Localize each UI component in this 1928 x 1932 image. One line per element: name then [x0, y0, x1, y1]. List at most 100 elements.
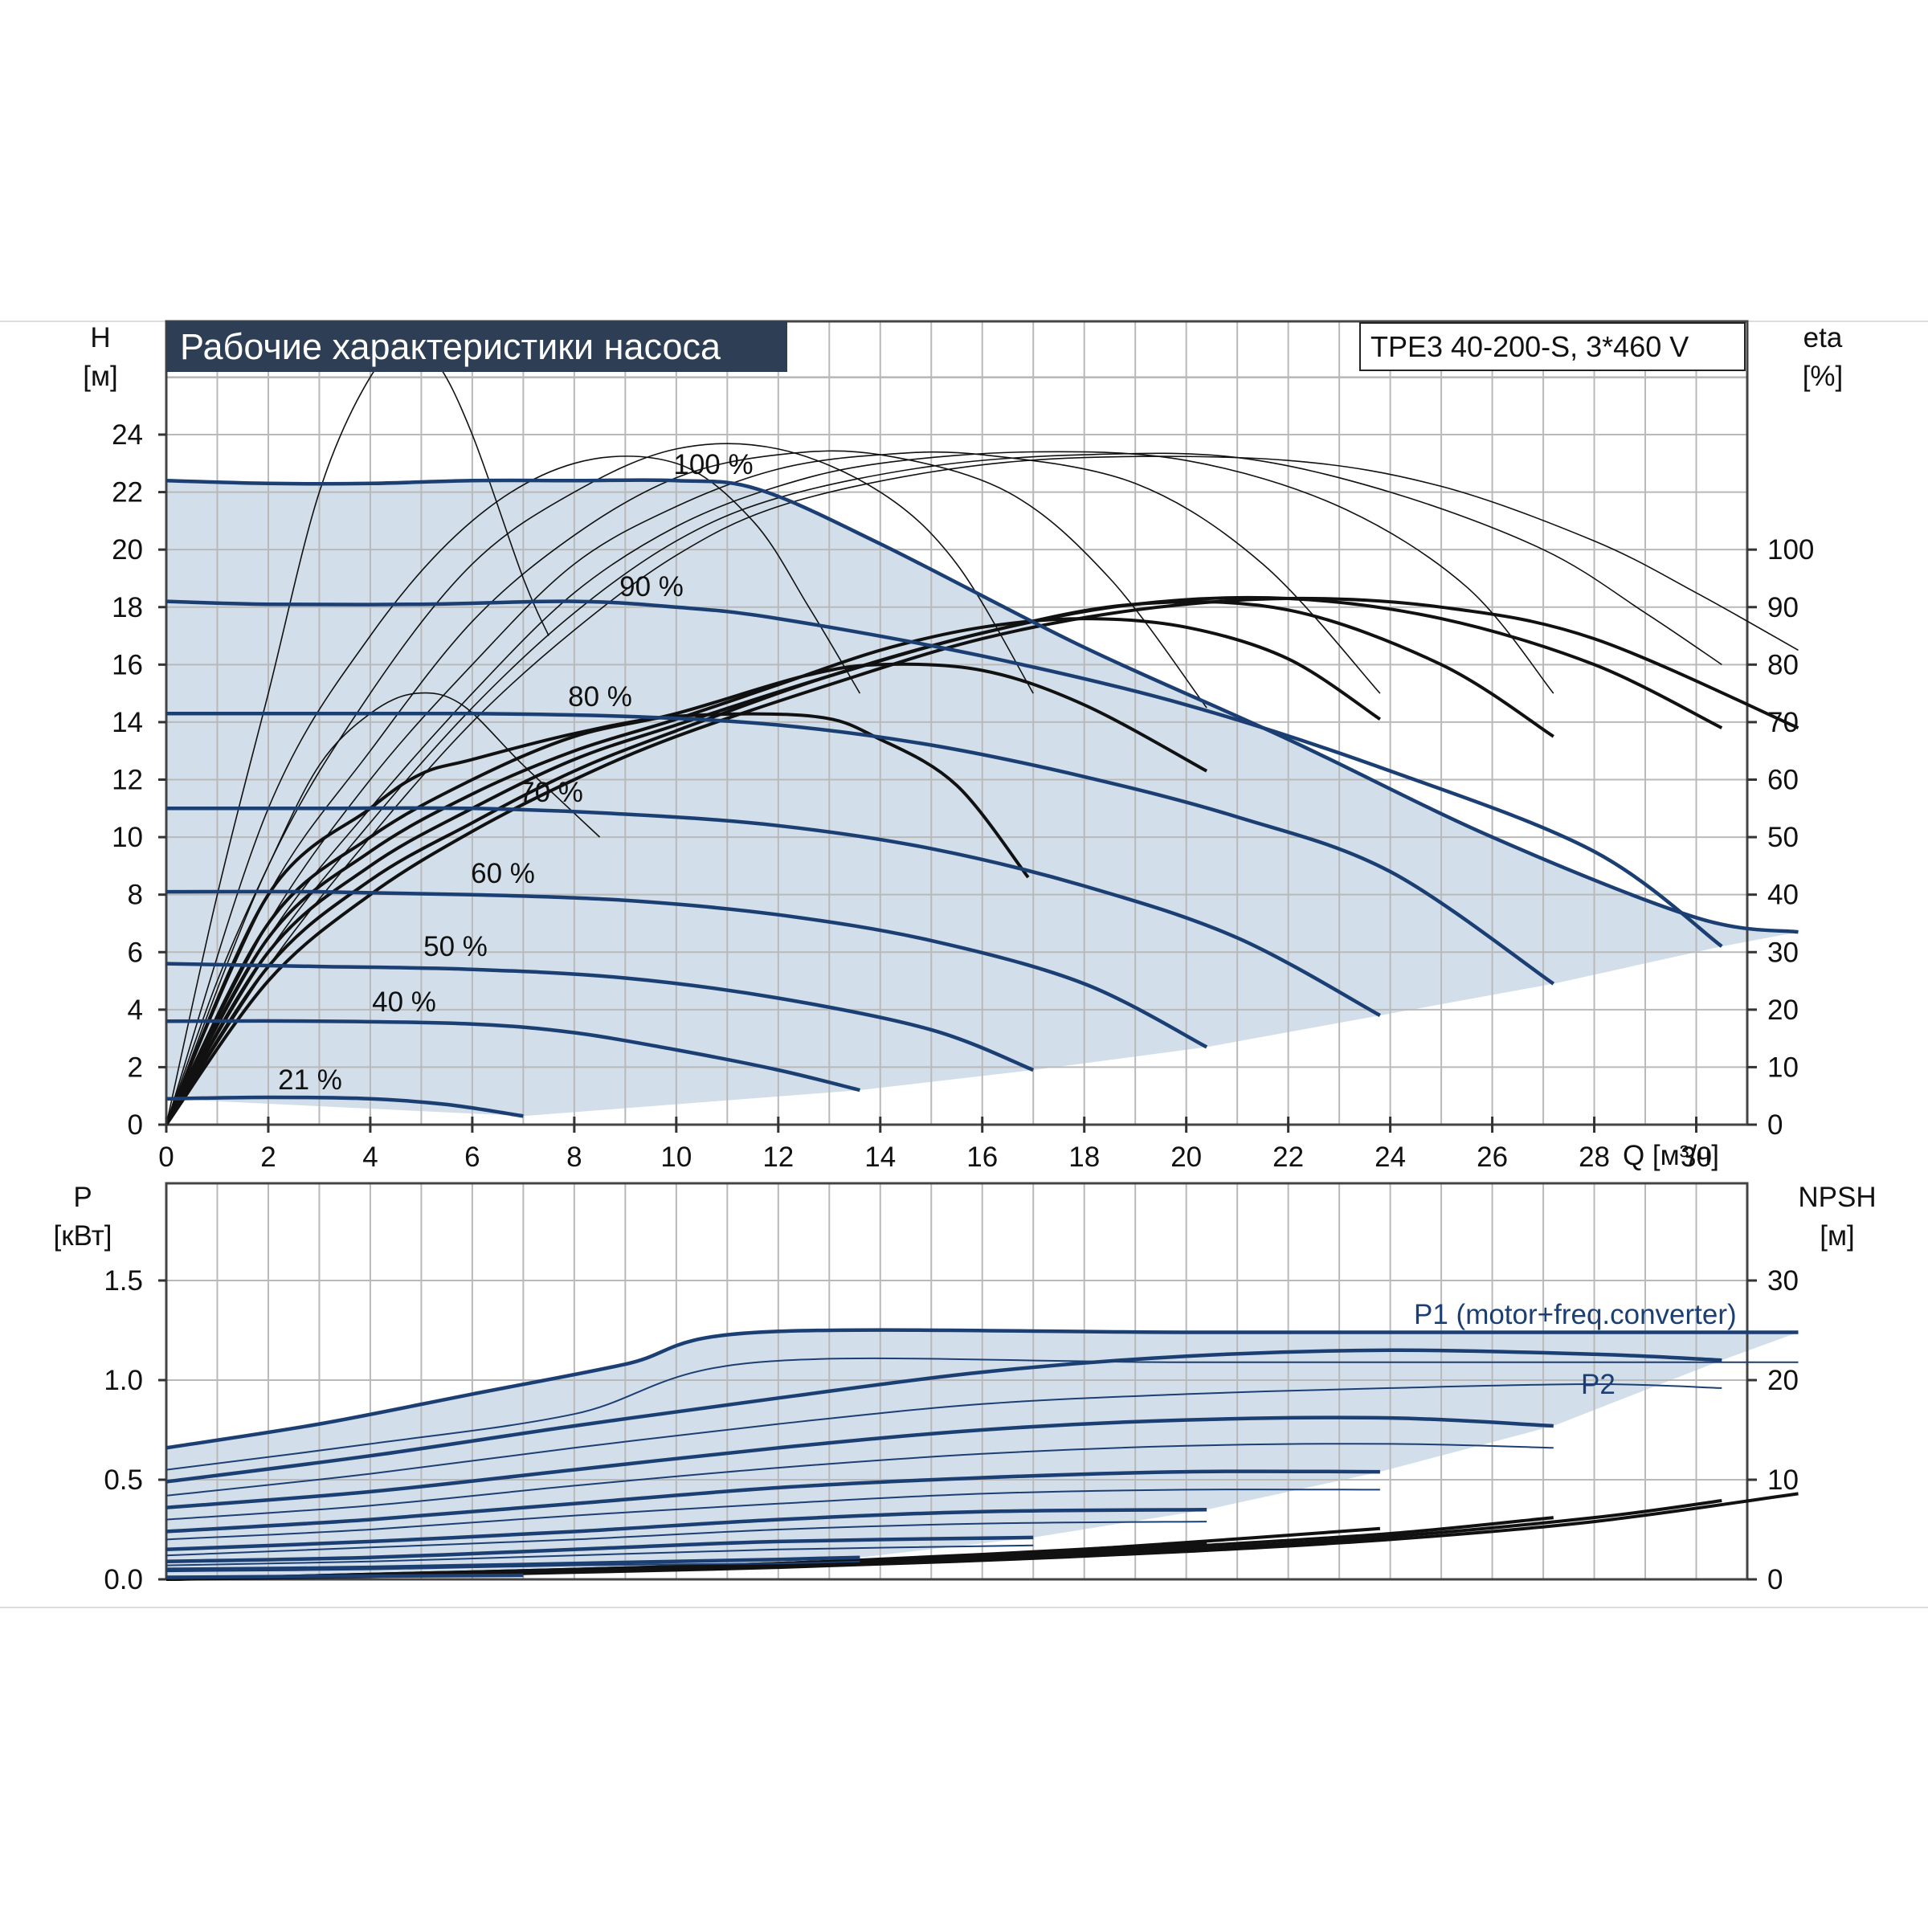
p1-curves: [165, 1328, 1799, 1579]
head-panel-ticks: 0 2 4 6 8 10 12 14 16 18 20 22 24 26 28 300246810121416…: [112, 419, 1814, 1173]
y-tick-label-head: 8: [128, 880, 143, 911]
y-tick-label-head: 24: [112, 419, 143, 451]
efficiency-curves: [165, 346, 1799, 1126]
y-axis-unit-eta: [%]: [1803, 361, 1844, 392]
efficiency-curve: [165, 452, 1722, 1125]
chart-title: Рабочие характеристики насоса: [180, 326, 721, 367]
model-box: [1359, 322, 1746, 371]
x-tick-label: 18: [1068, 1142, 1100, 1173]
p2-curve: [165, 1489, 1380, 1541]
efficiency-curve: [165, 712, 1030, 1125]
speed-label-80: 80 %: [568, 681, 632, 713]
y-tick-label-head: 4: [128, 995, 143, 1026]
y-tick-label-eta: 20: [1767, 995, 1799, 1026]
efficiency-curve: [165, 450, 1207, 1125]
y-tick-label-head: 22: [112, 477, 143, 509]
y-tick-label-power: 0.0: [104, 1564, 143, 1595]
x-tick-label: 10: [660, 1142, 692, 1173]
head-curves: [165, 478, 1799, 1118]
efficiency-curve: [165, 596, 1799, 1126]
y-axis-title-power: P: [73, 1182, 92, 1213]
y-axis-unit-power: [кВт]: [54, 1220, 112, 1252]
head-curve-100: [165, 478, 1799, 934]
head-curve-80: [165, 711, 1555, 986]
y-tick-label-head: 16: [112, 649, 143, 680]
head-curve-50: [165, 962, 1035, 1072]
x-tick-label: 24: [1375, 1142, 1406, 1173]
p1-curve: [165, 1573, 524, 1579]
power-npsh-panel: 0.0 0.5 1.0 1.5 0 10 20 30 P [кВт] NPSH [м] P1 …: [54, 1182, 1877, 1595]
head-curve-90: [165, 599, 1723, 948]
y-tick-label-eta: 80: [1767, 649, 1799, 680]
y-tick-label-power: 0.5: [104, 1464, 143, 1496]
speed-label-70: 70 %: [519, 777, 583, 808]
x-tick-label: 8: [566, 1142, 582, 1173]
p2-curve: [165, 1357, 1799, 1471]
p1-curve: [165, 1348, 1722, 1484]
y-tick-label-head: 20: [112, 534, 143, 566]
y-tick-label-npsh: 30: [1767, 1265, 1799, 1297]
y-tick-label-head: 0: [128, 1109, 143, 1141]
x-tick-label: 26: [1477, 1142, 1508, 1173]
x-axis-title: Q [м³/ч]: [1623, 1140, 1719, 1171]
p1-curve: [165, 1535, 1034, 1563]
head-curve-70: [166, 806, 1381, 1017]
p2-curve: [165, 1383, 1722, 1497]
y-axis-title-npsh: NPSH: [1798, 1182, 1876, 1213]
efficiency-curve: [165, 455, 861, 1125]
y-tick-label-npsh: 0: [1767, 1564, 1783, 1595]
p2-curve: [165, 1443, 1554, 1521]
y-tick-label-npsh: 20: [1767, 1365, 1799, 1396]
p1-curve: [165, 1415, 1554, 1509]
power-panel-ticks: 0.0 0.5 1.0 1.5 0 10 20 30: [104, 1265, 1799, 1595]
speed-label-100: 100 %: [673, 449, 753, 480]
p2-series-label: P2: [1581, 1369, 1616, 1400]
head-curve-21: [165, 1095, 524, 1118]
y-tick-label-power: 1.0: [104, 1365, 143, 1396]
y-tick-label-eta: 100: [1767, 534, 1814, 566]
y-tick-label-npsh: 10: [1767, 1464, 1799, 1496]
y-axis-unit-head: [м]: [83, 361, 118, 392]
efficiency-curve: [165, 346, 549, 1125]
efficiency-curve: [165, 451, 1554, 1125]
y-tick-label-power: 1.5: [104, 1265, 143, 1297]
y-tick-label-head: 12: [112, 765, 143, 796]
speed-label-60: 60 %: [471, 858, 535, 889]
x-tick-label: 6: [464, 1142, 480, 1173]
p1-curve: [165, 1469, 1380, 1534]
speed-label-21: 21 %: [278, 1064, 342, 1096]
y-tick-label-head: 14: [112, 707, 143, 738]
y-tick-label-eta: 50: [1767, 822, 1799, 853]
y-axis-unit-npsh: [м]: [1820, 1220, 1855, 1252]
y-tick-label-eta: 30: [1767, 937, 1799, 968]
y-tick-label-eta: 90: [1767, 592, 1799, 623]
x-tick-label: 4: [362, 1142, 378, 1173]
head-efficiency-panel: 0 2 4 6 8 10 12 14 16 18 20 22 24 26 28 300246810121416…: [83, 320, 1844, 1173]
speed-label-90: 90 %: [619, 571, 684, 602]
speed-label-40: 40 %: [372, 986, 436, 1018]
y-axis-title-head: H: [90, 322, 110, 353]
x-tick-label: 0: [158, 1142, 174, 1173]
x-tick-label: 28: [1579, 1142, 1610, 1173]
y-tick-label-head: 18: [112, 592, 143, 623]
y-tick-label-eta: 0: [1767, 1109, 1783, 1141]
head-curve-40: [165, 1019, 860, 1093]
p2-curve: [165, 1560, 860, 1573]
x-tick-label: 22: [1272, 1142, 1304, 1173]
p2-curve: [165, 1544, 1034, 1566]
x-tick-label: 30: [1681, 1142, 1712, 1173]
efficiency-curve: [165, 451, 1381, 1125]
chart-title-box: [166, 321, 787, 372]
p2-curves: [165, 1357, 1799, 1573]
y-tick-label-eta: 40: [1767, 880, 1799, 911]
x-tick-label: 16: [966, 1142, 998, 1173]
speed-label-50: 50 %: [423, 931, 488, 962]
p1-curve: [165, 1328, 1799, 1450]
x-tick-label: 12: [762, 1142, 794, 1173]
head-curve-60: [165, 889, 1208, 1049]
y-tick-label-eta: 70: [1767, 707, 1799, 738]
y-tick-label-eta: 60: [1767, 765, 1799, 796]
p1-series-label: P1 (motor+freq.converter): [1414, 1299, 1737, 1330]
